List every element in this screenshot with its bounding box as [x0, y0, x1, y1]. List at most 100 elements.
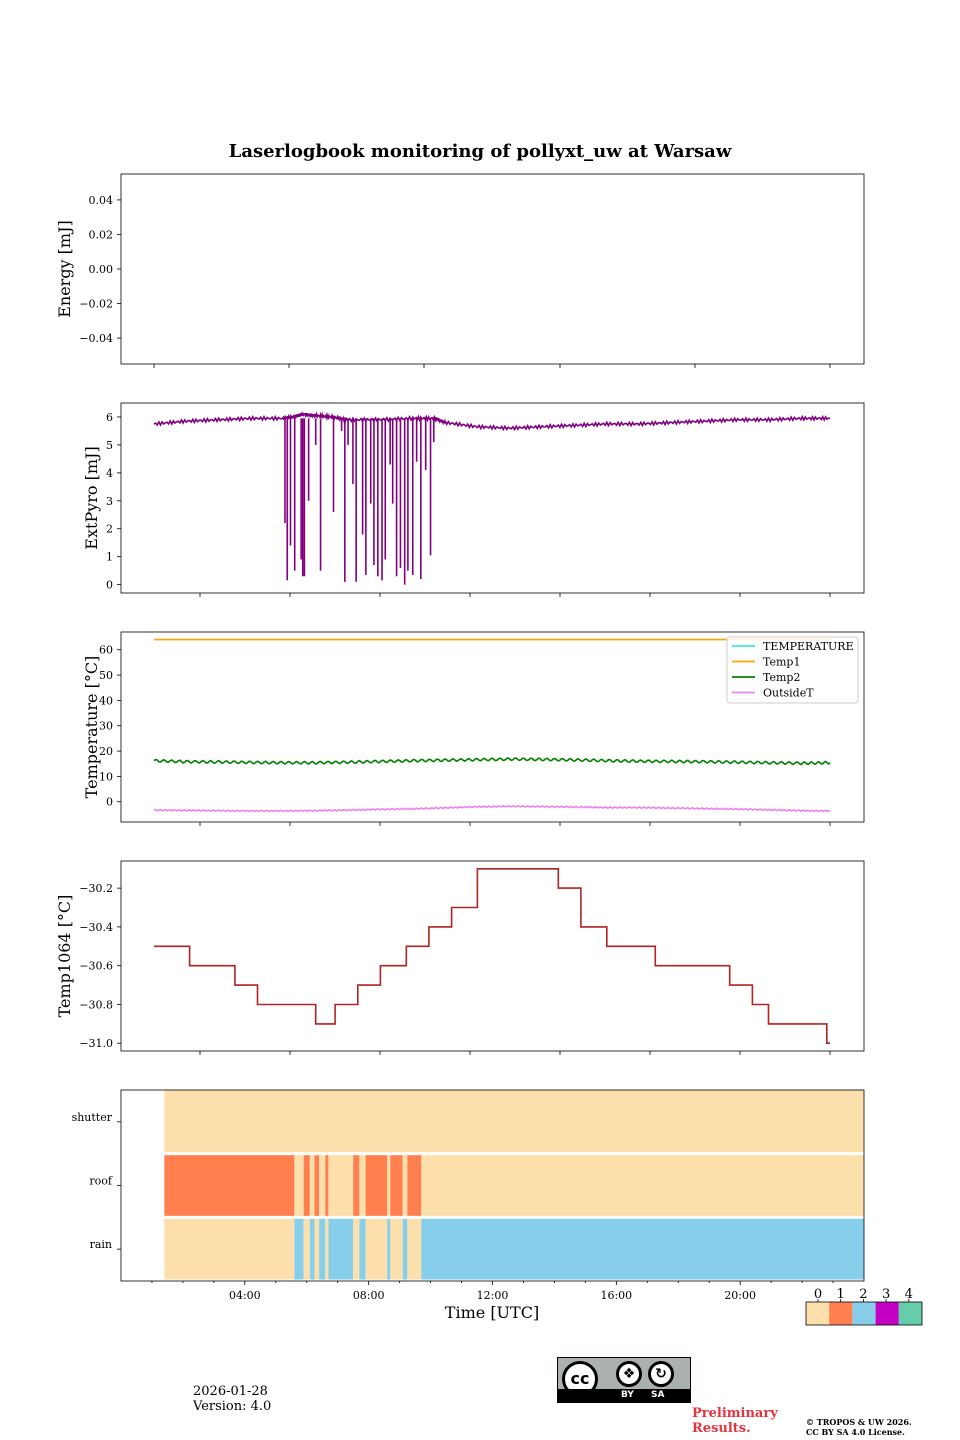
colorbar-swatch-3	[875, 1302, 899, 1325]
status-roof-segment	[353, 1155, 360, 1216]
status-row-label-rain: rain	[90, 1238, 112, 1251]
legend-label: TEMPERATURE	[763, 640, 854, 653]
cc-badge-bar: BY SA	[558, 1389, 690, 1402]
colorbar-swatch-2	[852, 1302, 876, 1325]
cc-license-badge: cc ❖ ↻ BY SA	[557, 1357, 691, 1403]
status-roof-segment	[303, 1155, 310, 1216]
status-rain-segment	[164, 1218, 295, 1280]
status-roof-segment	[328, 1155, 354, 1216]
extpyro-ytick-label: 2	[106, 523, 113, 536]
energy-ytick-label: 0.00	[89, 263, 114, 276]
legend-label: Temp1	[763, 656, 800, 669]
status-xtick-label: 16:00	[600, 1289, 632, 1302]
status-rain-segment	[390, 1218, 403, 1280]
figure-title: Laserlogbook monitoring of pollyxt_uw at…	[228, 141, 732, 162]
person-icon: ❖	[616, 1361, 642, 1387]
temperature-ytick-label: 50	[99, 669, 113, 682]
temperature-axes-frame	[120, 631, 865, 823]
legend-label: Temp2	[763, 671, 800, 684]
colorbar-swatch-1	[829, 1302, 853, 1325]
temp1064-ytick-label: −30.2	[79, 882, 113, 895]
temperature-ytick-label: 40	[99, 694, 113, 707]
status-roof-segment	[365, 1155, 388, 1216]
status-roof-segment	[294, 1155, 304, 1216]
status-rain-segment	[325, 1218, 329, 1280]
cc-by-label: BY	[621, 1390, 634, 1400]
energy-ytick-label: −0.04	[79, 332, 113, 345]
extpyro-series-extpyro	[153, 410, 831, 432]
status-rain-segment	[294, 1218, 304, 1280]
colorbar-tick-label: 3	[882, 1287, 890, 1302]
energy-axes-frame	[120, 173, 865, 365]
colorbar-tick-label: 2	[859, 1287, 867, 1302]
status-row-label-roof: roof	[89, 1175, 113, 1188]
energy-panel: 0.04 0.02 0.00 −0.02 −0.04 Energy [mJ]	[55, 173, 865, 368]
status-xlabel: Time [UTC]	[445, 1303, 539, 1322]
colorbar-swatch-0	[806, 1302, 830, 1325]
temperature-ytick-label: 0	[106, 796, 113, 809]
status-rain-segment	[387, 1218, 391, 1280]
colorbar-swatch-4	[898, 1302, 922, 1325]
temperature-series-temp2	[153, 757, 831, 766]
footer-date: 2026-01-28	[193, 1384, 268, 1399]
status-rain-segment	[407, 1218, 422, 1280]
status-roof-segment	[309, 1155, 315, 1216]
extpyro-ytick-label: 0	[106, 579, 113, 592]
status-rain-segment	[402, 1218, 408, 1280]
status-roof-segment	[359, 1155, 366, 1216]
temp1064-series-temp1064	[154, 867, 830, 1044]
status-rain-segment	[359, 1218, 366, 1280]
status-roof-segment	[402, 1155, 408, 1216]
temp1064-ytick-label: −30.8	[79, 998, 113, 1011]
extpyro-ytick-label: 5	[106, 439, 113, 452]
colorbar-frame	[805, 1301, 923, 1326]
energy-ytick-label: −0.02	[79, 298, 113, 311]
status-xtick-label: 08:00	[353, 1289, 385, 1302]
status-panel: shutter roof rain 04:00 08:00 12:00 16:00 20:00…	[72, 1089, 865, 1322]
status-rain-segment	[319, 1218, 326, 1280]
status-rain-segment	[421, 1218, 864, 1280]
status-roof-segment	[387, 1155, 391, 1216]
copyright-line-2: CC BY SA 4.0 License.	[806, 1427, 905, 1437]
colorbar-tick-label: 1	[837, 1287, 845, 1302]
share-alike-icon: ↻	[648, 1361, 674, 1387]
temp1064-ylabel: Temp1064 [°C]	[55, 895, 74, 1018]
colorbar-tick-label: 4	[905, 1287, 913, 1302]
preliminary-results-note: Preliminary Results.	[692, 1406, 778, 1436]
extpyro-ytick-label: 6	[106, 411, 113, 424]
status-row-label-shutter: shutter	[72, 1111, 113, 1124]
temperature-legend: TEMPERATURE Temp1 Temp2 OutsideT	[726, 636, 859, 704]
copyright-line-1: © TROPOS & UW 2026.	[806, 1417, 912, 1427]
temp1064-axes-frame	[120, 860, 865, 1052]
status-roof-segment	[319, 1155, 326, 1216]
status-shutter-segment	[164, 1090, 864, 1153]
temperature-ytick-label: 10	[99, 770, 113, 783]
status-rain-segment	[328, 1218, 354, 1280]
energy-ytick-label: 0.02	[89, 228, 114, 241]
extpyro-ytick-label: 1	[106, 551, 113, 564]
extpyro-ytick-label: 4	[106, 467, 113, 480]
status-rain-segment	[314, 1218, 320, 1280]
status-roof-segment	[314, 1155, 320, 1216]
legend-label: OutsideT	[763, 687, 814, 700]
status-roof-segment	[325, 1155, 329, 1216]
energy-ylabel: Energy [mJ]	[55, 220, 74, 318]
temp1064-ytick-label: −31.0	[79, 1037, 113, 1050]
status-rain-segment	[365, 1218, 388, 1280]
status-roof-segment	[407, 1155, 422, 1216]
temp1064-ytick-label: −30.4	[79, 921, 113, 934]
temperature-series-outsidet	[153, 804, 831, 813]
cc-sa-label: SA	[651, 1390, 665, 1400]
status-roof-segment	[390, 1155, 403, 1216]
energy-ytick-label: 0.04	[89, 194, 114, 207]
temperature-ylabel: Temperature [°C]	[82, 656, 101, 799]
temperature-ytick-label: 20	[99, 745, 113, 758]
extpyro-ytick-label: 3	[106, 495, 113, 508]
status-roof-segment	[164, 1155, 295, 1216]
status-xtick-label: 04:00	[229, 1289, 261, 1302]
extpyro-ylabel: ExtPyro [mJ]	[82, 446, 101, 549]
status-rain-segment	[353, 1218, 360, 1280]
